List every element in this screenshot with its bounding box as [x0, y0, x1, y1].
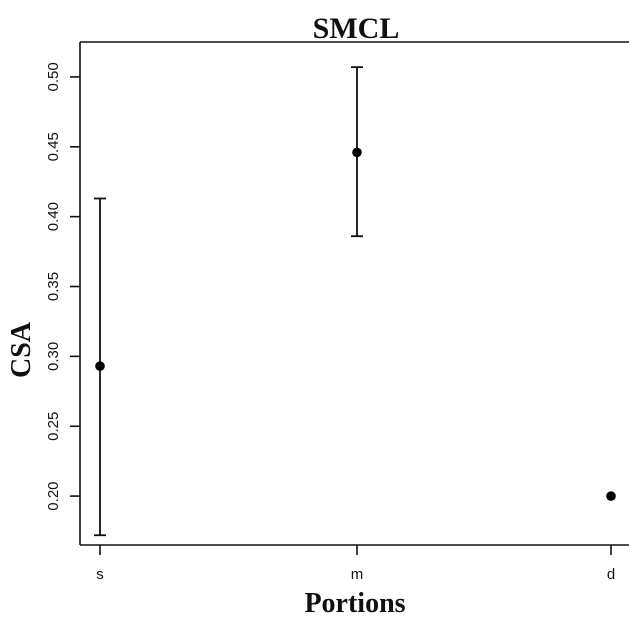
y-tick-label: 0.30: [45, 342, 62, 371]
y-axis-title: CSA: [6, 321, 37, 378]
y-tick-label: 0.20: [45, 481, 62, 510]
y-tick-label: 0.35: [45, 272, 62, 301]
x-tick-label: m: [351, 566, 364, 583]
y-tick-label: 0.50: [45, 62, 62, 91]
y-axis: 0.20 0.25 0.30 0.35 0.40 0.45 0.50: [45, 62, 80, 511]
x-tick-label: s: [96, 566, 104, 583]
data-point: [95, 361, 105, 371]
x-tick-label: d: [607, 566, 615, 583]
chart-title: SMCL: [313, 12, 400, 45]
y-tick-label: 0.25: [45, 412, 62, 441]
data-point: [352, 147, 362, 158]
y-tick-label: 0.40: [45, 202, 62, 231]
plot-frame: [79, 41, 629, 546]
data-marks: [94, 66, 616, 537]
data-point: [606, 491, 616, 501]
y-tick-label: 0.45: [45, 132, 62, 161]
x-axis-title: Portions: [304, 588, 405, 619]
